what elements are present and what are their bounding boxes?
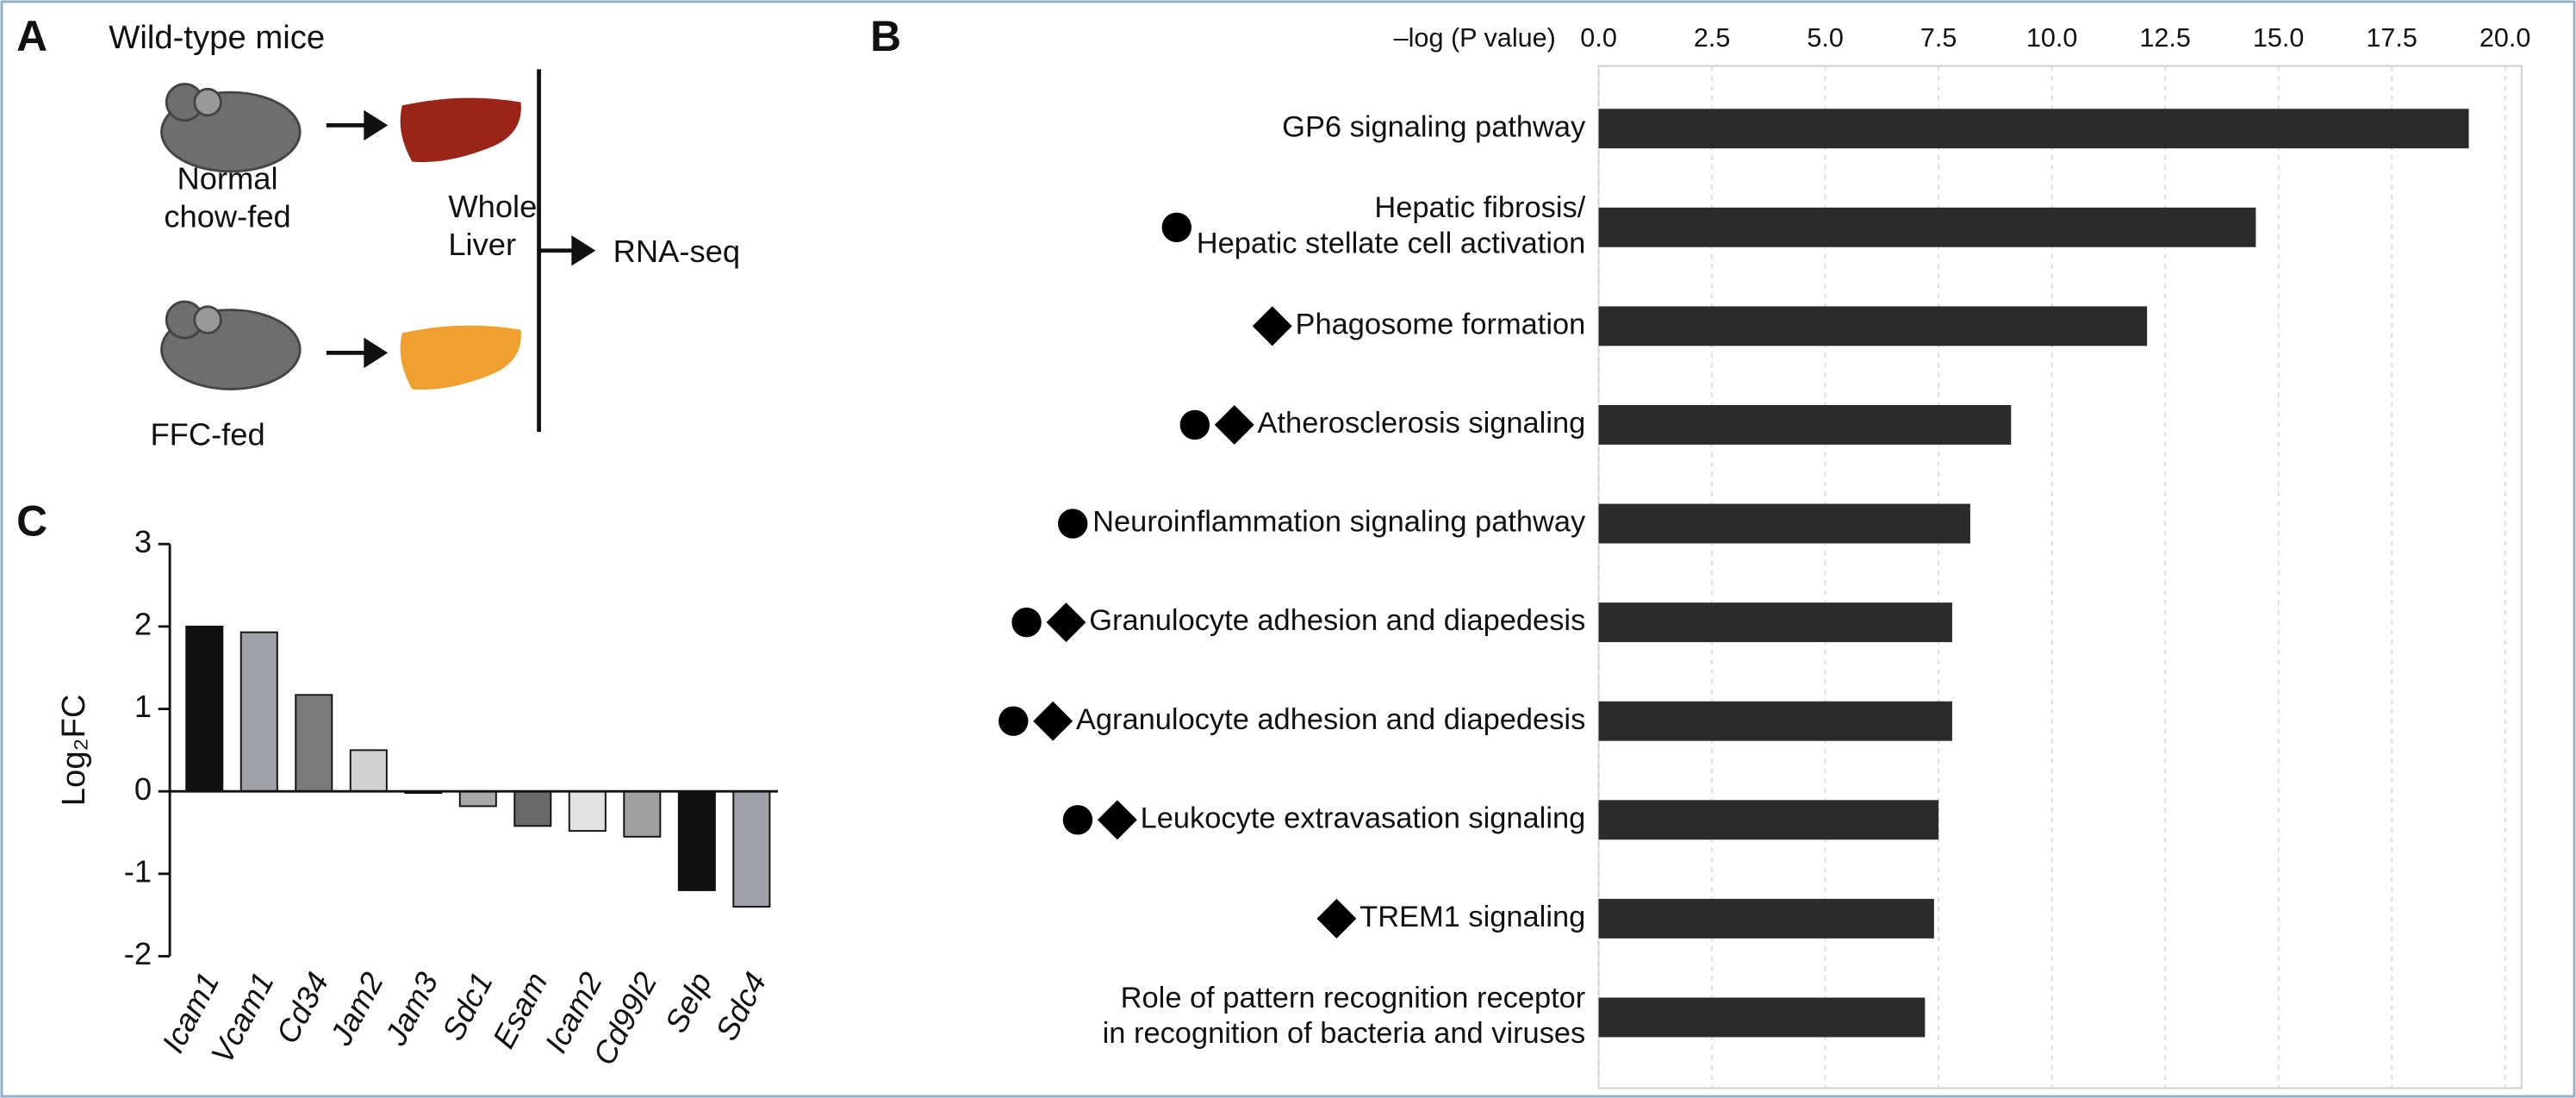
y-tick-label: 0	[134, 771, 152, 807]
plot-area	[1597, 65, 2523, 1089]
y-tick-label: 1	[134, 689, 152, 724]
category-label: Atherosclerosis signaling	[1258, 407, 1586, 440]
y-tick-label: 3	[134, 524, 152, 559]
category-label: Hepatic fibrosis/Hepatic stellate cell a…	[1197, 191, 1586, 259]
category-label: Granulocyte adhesion and diapedesis	[1089, 604, 1585, 637]
x-tick-label: 10.0	[2026, 23, 2078, 53]
category-label: GP6 signaling pathway	[1282, 110, 1586, 143]
panel-label: B	[870, 12, 901, 60]
circle-marker	[1161, 212, 1192, 243]
circle-marker	[999, 706, 1029, 736]
bar	[1598, 898, 1934, 939]
liver-icon	[400, 325, 521, 390]
category-label: Agranulocyte adhesion and diapedesis	[1076, 703, 1585, 736]
bar	[1598, 701, 1952, 741]
diamond-marker	[1316, 898, 1357, 939]
panel-label: A	[16, 12, 47, 60]
bar	[1598, 306, 2148, 346]
category-label: Role of pattern recognition receptor in r…	[1103, 982, 1586, 1050]
bar	[568, 790, 607, 833]
circle-marker	[1062, 805, 1093, 835]
bar	[513, 790, 552, 827]
circle-marker	[1179, 409, 1210, 440]
group-label: Normal chow-fed	[164, 160, 290, 234]
category-label: TREM1 signaling	[1360, 901, 1585, 933]
bar	[1598, 800, 1939, 840]
bar	[732, 790, 771, 908]
category-label: Leukocyte extravasation signaling	[1141, 802, 1586, 834]
bar	[1598, 503, 1970, 544]
mouse-icon	[160, 83, 302, 390]
y-tick-label: -1	[124, 853, 152, 889]
bar	[240, 631, 278, 793]
bar	[1598, 109, 2469, 149]
circle-marker	[1058, 508, 1088, 539]
bar	[295, 694, 333, 793]
bar	[1598, 602, 1952, 643]
liver-icon	[400, 97, 521, 163]
x-tick-label: 17.5	[2366, 23, 2417, 53]
bar	[1598, 207, 2256, 247]
bar	[349, 749, 388, 793]
y-tick-label: -2	[124, 936, 152, 971]
assay-label: RNA-seq	[613, 234, 740, 269]
x-tick-label: 20.0	[2480, 23, 2531, 53]
x-tick-label: 7.5	[1920, 23, 1957, 53]
x-tick-label: 2.5	[1694, 23, 1731, 53]
category-label: Neuroinflammation signaling pathway	[1092, 506, 1586, 539]
tissue-label: Whole Liver	[448, 189, 537, 262]
x-tick-label: 0.0	[1580, 23, 1617, 53]
diamond-marker	[1033, 701, 1073, 741]
y-axis-label: Log₂FC	[55, 695, 92, 807]
bar	[1598, 997, 1926, 1038]
diagram-title: Wild-type mice	[109, 19, 325, 56]
bar	[458, 790, 497, 808]
bar	[677, 790, 716, 891]
group-label: FFC-fed	[150, 417, 264, 452]
category-label: Phagosome formation	[1296, 308, 1586, 340]
x-tick-label: 12.5	[2139, 23, 2191, 53]
arrow	[326, 69, 596, 433]
x-tick-label: 15.0	[2253, 23, 2305, 53]
x-axis-label: –log (P value)	[1394, 23, 1556, 53]
panel-label: C	[16, 496, 47, 545]
bar	[185, 625, 224, 793]
y-tick-label: 2	[134, 607, 152, 642]
bar	[623, 790, 662, 838]
bar	[1598, 405, 2012, 445]
circle-marker	[1011, 607, 1042, 638]
x-tick-label: 5.0	[1807, 23, 1844, 53]
